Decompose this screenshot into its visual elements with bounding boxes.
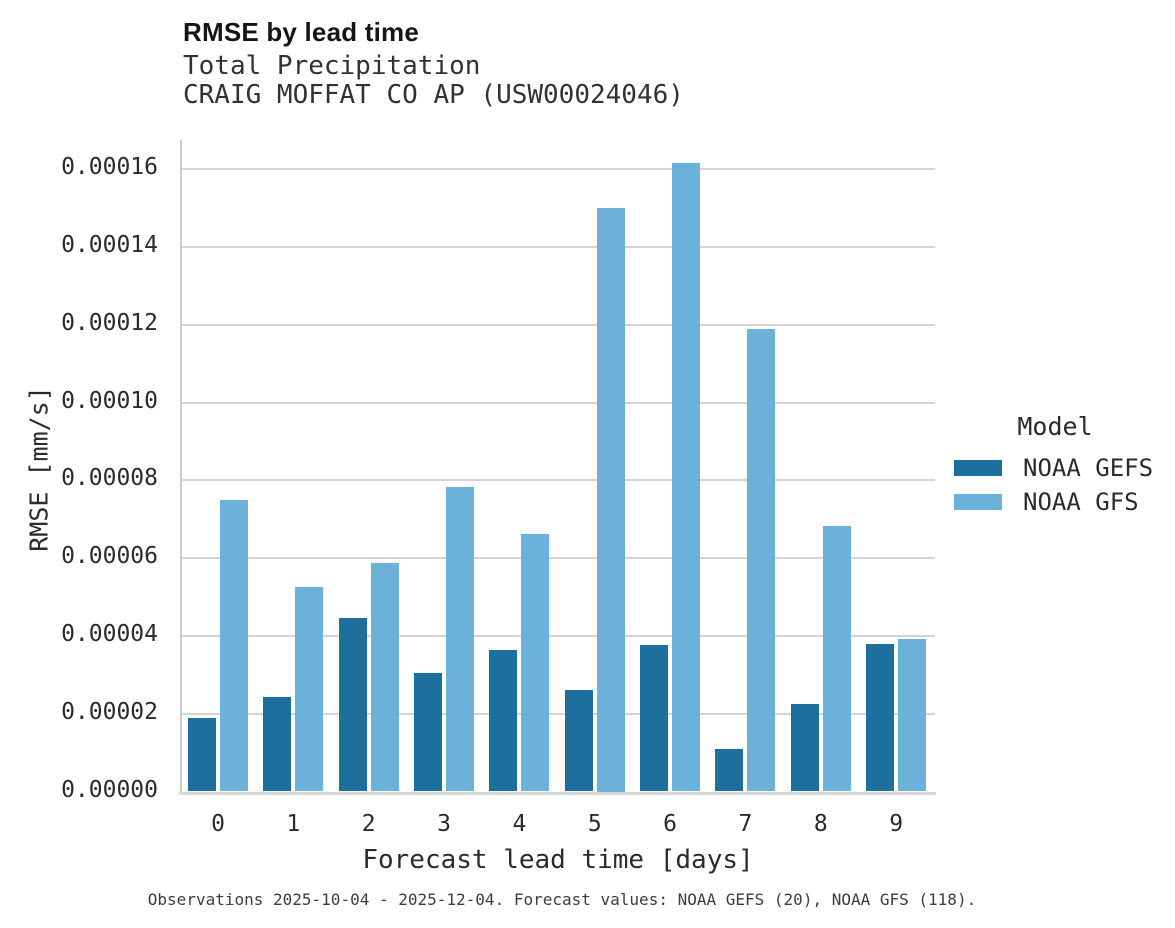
- y-tick-label-0.00006: 0.00006: [61, 543, 158, 570]
- bar-noaa-gefs-lead-7: [715, 748, 744, 792]
- y-tick-label-0.00014: 0.00014: [61, 231, 158, 258]
- bar-noaa-gfs-lead-8: [822, 525, 851, 792]
- y-tick-label-0.00008: 0.00008: [61, 465, 158, 492]
- y-tick-label-0.00010: 0.00010: [61, 387, 158, 414]
- x-tick-label-9: 9: [889, 811, 904, 837]
- x-axis-title: Forecast lead time [days]: [362, 845, 754, 875]
- gridline-0.00006: [181, 557, 935, 560]
- chart-station-name: CRAIG MOFFAT CO AP (USW00024046): [183, 80, 684, 110]
- bar-noaa-gefs-lead-2: [338, 618, 367, 792]
- bar-noaa-gefs-lead-6: [640, 645, 669, 792]
- legend-swatch-noaa-gefs: [954, 460, 1002, 476]
- footer-caption: Observations 2025-10-04 - 2025-12-04. Fo…: [147, 890, 977, 909]
- x-tick-label-8: 8: [813, 811, 828, 837]
- x-tick-label-4: 4: [512, 811, 527, 837]
- y-axis-line: [180, 140, 182, 795]
- gridline-0.00010: [181, 401, 935, 404]
- legend-item-noaa-gfs: NOAA GFS: [954, 485, 1156, 519]
- x-tick-label-1: 1: [286, 811, 301, 837]
- y-axis-title: RMSE [mm/s]: [24, 386, 54, 552]
- chart-title: RMSE by lead time: [183, 17, 420, 47]
- x-tick-label-7: 7: [738, 811, 753, 837]
- bar-noaa-gfs-lead-9: [898, 639, 927, 792]
- x-tick-label-2: 2: [361, 811, 376, 837]
- legend-label-noaa-gefs: NOAA GEFS: [1023, 454, 1154, 482]
- y-tick-label-0.00002: 0.00002: [61, 698, 158, 725]
- bar-noaa-gefs-lead-1: [263, 697, 292, 792]
- bar-noaa-gefs-lead-8: [790, 704, 819, 792]
- bar-noaa-gfs-lead-7: [747, 328, 776, 792]
- gridline-0.00016: [181, 168, 935, 171]
- legend-title: Model: [1017, 412, 1093, 441]
- bar-noaa-gfs-lead-5: [596, 208, 625, 792]
- bar-noaa-gfs-lead-2: [370, 562, 399, 792]
- legend-label-noaa-gfs: NOAA GFS: [1023, 488, 1139, 516]
- bar-noaa-gefs-lead-3: [414, 672, 443, 792]
- y-tick-label-0.00004: 0.00004: [61, 620, 158, 647]
- legend-item-noaa-gefs: NOAA GEFS: [954, 451, 1156, 485]
- y-tick-label-0.00000: 0.00000: [61, 776, 158, 803]
- gridline-0.00008: [181, 479, 935, 482]
- x-tick-label-0: 0: [211, 811, 225, 837]
- x-axis-line: [179, 791, 936, 795]
- y-tick-label-0.00016: 0.00016: [61, 154, 158, 181]
- gridline-0.00004: [181, 634, 935, 637]
- bar-noaa-gefs-lead-4: [489, 649, 518, 792]
- legend-swatch-noaa-gfs: [954, 494, 1002, 510]
- bar-noaa-gefs-lead-9: [866, 644, 895, 792]
- legend: Model NOAA GEFS NOAA GFS: [954, 412, 1156, 519]
- chart-subtitle: Total Precipitation: [183, 51, 481, 81]
- bar-noaa-gfs-lead-6: [672, 162, 701, 792]
- bar-noaa-gfs-lead-1: [295, 586, 324, 792]
- bar-noaa-gfs-lead-4: [521, 534, 550, 792]
- gridline-0.00014: [181, 245, 935, 248]
- x-tick-label-5: 5: [587, 811, 602, 837]
- x-tick-label-6: 6: [663, 811, 678, 837]
- gridline-0.00002: [181, 712, 935, 715]
- gridline-0.00012: [181, 323, 935, 326]
- x-tick-label-3: 3: [437, 811, 451, 837]
- y-tick-label-0.00012: 0.00012: [61, 309, 158, 336]
- bar-noaa-gefs-lead-5: [564, 689, 593, 792]
- bar-noaa-gfs-lead-0: [220, 500, 248, 792]
- bar-noaa-gefs-lead-0: [188, 717, 216, 792]
- bar-noaa-gfs-lead-3: [446, 486, 475, 792]
